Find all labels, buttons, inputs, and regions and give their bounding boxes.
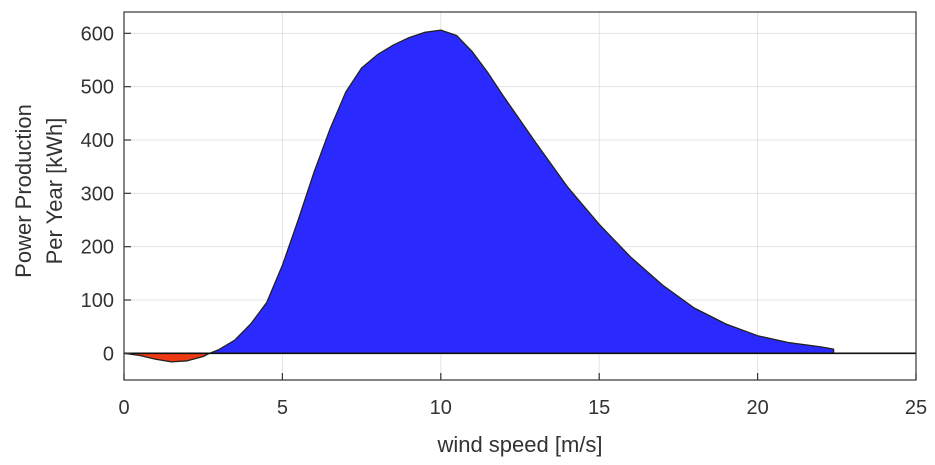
x-tick-label: 5	[277, 397, 288, 419]
x-axis-title: wind speed [m/s]	[436, 432, 602, 457]
y-tick-label: 100	[81, 290, 114, 312]
x-tick-label: 20	[746, 397, 768, 419]
series-area-1	[208, 29, 835, 354]
y-tick-label: 500	[81, 77, 114, 99]
x-tick-label: 25	[905, 397, 927, 419]
y-axis-title-line-1: Power Production	[11, 104, 36, 278]
series-area-0	[123, 352, 211, 363]
x-tick-label: 10	[430, 397, 452, 419]
y-tick-label: 300	[81, 183, 114, 205]
x-tick-label: 15	[588, 397, 610, 419]
tick-labels: 0 5 10 15 20 25 0 100 200 300 400 500 600	[81, 23, 928, 419]
y-tick-label: 200	[81, 237, 114, 259]
y-tick-label: 400	[81, 130, 114, 152]
series-layer	[123, 29, 916, 363]
y-axis-title: Power Production Per Year [kWh]	[11, 104, 67, 278]
axes	[123, 11, 917, 381]
y-axis-title-line-2: Per Year [kWh]	[42, 118, 67, 265]
y-tick-label: 600	[81, 23, 114, 45]
y-tick-label: 0	[103, 343, 114, 365]
plot-frame	[123, 11, 917, 381]
x-tick-label: 0	[118, 397, 129, 419]
